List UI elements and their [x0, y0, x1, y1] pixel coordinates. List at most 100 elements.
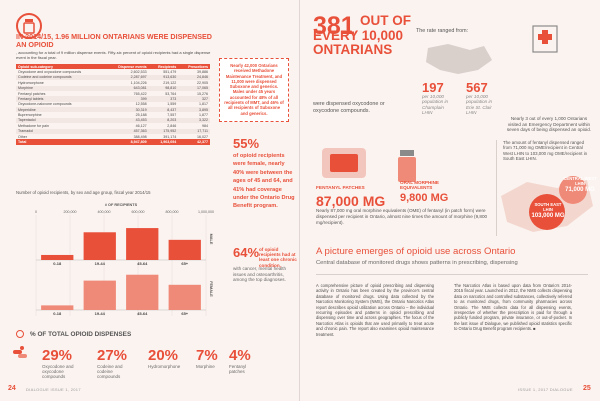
map-se-label: SOUTH EAST LHIN — [534, 202, 562, 212]
article-column-1: A comprehensive picture of opioid prescr… — [316, 283, 434, 337]
patch-icon — [318, 142, 378, 184]
table-cell: 12,558 — [135, 102, 147, 107]
folio-left: DIALOGUE ISSUE 1, 2017 — [26, 387, 81, 392]
table-cell: 2,287,697 — [130, 75, 147, 80]
bar — [126, 228, 159, 260]
category-label: 19-44 — [95, 311, 106, 316]
table-row: Buprenorphine 25,188 7,557 1,877 — [16, 112, 210, 117]
range-low-text: per 10,000 population in Champlain LHIN — [422, 94, 449, 116]
table-cell: Other — [18, 134, 27, 139]
table-cell: 16,027 — [197, 134, 208, 139]
divider — [316, 274, 588, 275]
table-cell: 327 — [202, 96, 208, 101]
stat-55-value: 55% — [233, 136, 260, 151]
table-row: Other 388,498 391,174 16,027 — [16, 134, 210, 139]
table-cell: Oxycodone-naloxone compounds — [18, 102, 72, 107]
bar — [168, 239, 201, 260]
chart-title: Number of opioid recipients, by sex and … — [16, 190, 151, 195]
table-cell: 8,437 — [167, 107, 177, 112]
fentanyl-map-panel: The amount of fentanyl dispensed ranged … — [496, 140, 597, 236]
table-row: Meperidine 30,319 8,437 3,895 — [16, 107, 210, 113]
stat-64-text: with cancer, mental health issues and os… — [233, 266, 287, 283]
range-title: The rate ranged from: — [416, 28, 469, 34]
table-row: Methadone for pain 46,127 2,846 984 — [16, 123, 210, 128]
table-cell: 457,363 — [133, 129, 147, 134]
bar — [83, 280, 116, 310]
table-row: Morphine 643,081 98,810 17,065 — [16, 85, 210, 91]
big-text: OUT OF EVERY 10,000 ONTARIANS — [313, 13, 411, 57]
table-row: Tapentadol 43,453 8,203 3,322 — [16, 117, 210, 124]
opioid-table: Opioid sub-category Dispense events Recipi… — [16, 64, 210, 145]
table-cell: 30,319 — [135, 107, 147, 112]
table-cell: 53,764 — [165, 91, 177, 96]
map-cw-label: CENTRAL WEST LHIN — [563, 176, 597, 186]
article-subhead: Central database of monitored drugs show… — [316, 260, 518, 266]
table-cell: 765,422 — [133, 91, 147, 96]
big-number: 381 — [313, 12, 355, 40]
table-cell: Fentanyl patches — [18, 91, 46, 96]
table-cell: Hydromorphone — [18, 80, 44, 85]
range-high-text: per 10,000 population in Erie St. Clair … — [466, 94, 493, 116]
table-cell: 913,630 — [163, 75, 177, 80]
table-cell: Tapentadol — [18, 118, 36, 123]
table-cell: 39,886 — [197, 70, 208, 75]
map-cw-value: 71,000 MG — [565, 187, 595, 193]
x-tick-label: 600,000 — [132, 210, 145, 214]
table-cell: Codeine and codeine compounds — [18, 75, 72, 80]
table-cell: 175,952 — [163, 129, 177, 134]
range-low-value: 197 — [422, 80, 444, 95]
pct-item: 27% Codeine and codeine compounds — [97, 347, 128, 380]
bar — [83, 232, 116, 260]
table-cell: 17,065 — [197, 86, 208, 91]
stat-55-text: of opioid recipients were female, nearly… — [233, 153, 295, 210]
recipients-bar-chart: # OF RECIPIENTS 0 200,000 400,000 600,000 800… — [35, 203, 214, 316]
table-row: Oxycodone and oxycodone compounds 2,602,5… — [16, 69, 210, 74]
table-header-cell: Opioid sub-category — [16, 64, 106, 70]
table-row: Oxycodone-naloxone compounds 12,558 1,559 1… — [16, 102, 210, 107]
fentanyl-value: 87,000 MG — [316, 193, 386, 209]
category-label: 19-44 — [95, 261, 106, 266]
x-tick-label: 200,000 — [64, 210, 77, 214]
pct-item: 4% Fentanyl patches — [229, 347, 251, 375]
pct-title: % OF TOTAL OPIOID DISPENSES — [30, 331, 132, 338]
page-number-right: 25 — [583, 385, 591, 392]
article-headline: A picture emerges of opioid use across O… — [316, 246, 516, 257]
pill-bottle-icon — [16, 13, 42, 39]
table-cell: 399 — [140, 96, 147, 101]
category-label: 45-64 — [137, 261, 148, 266]
table-header-cell: Recipients — [148, 64, 179, 70]
table-cell: 98,810 — [165, 86, 177, 91]
table-cell: 984 — [202, 123, 208, 128]
ontario-map-icon — [426, 44, 492, 74]
table-header-cell: Dispense events — [105, 64, 149, 70]
table-cell: Oxycodone and oxycodone compounds — [18, 70, 82, 75]
table-cell: 22,905 — [197, 80, 208, 85]
table-row: Codeine and codeine compounds 2,287,697 91… — [16, 74, 210, 81]
table-cell: 1,817 — [199, 102, 208, 107]
pct-item: 29% Oxycodone and oxycodone compounds — [42, 347, 74, 380]
table-cell: Morphine — [18, 86, 33, 91]
table-cell: 2,602,533 — [130, 70, 147, 75]
x-tick-label: 400,000 — [98, 210, 111, 214]
table-cell: 551,479 — [163, 70, 177, 75]
x-tick-label: 800,000 — [166, 210, 179, 214]
folio-right: ISSUE 1, 2017 DIALOGUE — [518, 387, 573, 392]
big-sub: were dispensed oxycodone or oxycodone co… — [313, 101, 385, 114]
lhin-map — [501, 176, 593, 232]
mmt-callout: Nearly 42,000 Ontarians received Methado… — [219, 58, 289, 122]
bar — [168, 284, 201, 310]
table-cell: 7,557 — [167, 113, 177, 118]
category-label: 0-18 — [53, 261, 62, 266]
fentanyl-label: FENTANYL PATCHES — [316, 186, 365, 191]
category-label: 65+ — [181, 261, 188, 266]
table-row: Fentanyl tablets 399 373 327 — [16, 96, 210, 102]
table-cell: 46,127 — [135, 123, 147, 128]
table-cell: 1,877 — [199, 113, 208, 118]
x-tick-label: 1,000,000 — [198, 210, 214, 214]
left-headline: IN 2014/15, 1.96 MILLION ONTARIANS WERE … — [16, 32, 212, 49]
stat-64-bold: of opioid recipients had at least one ch… — [259, 247, 297, 268]
category-label: 45-64 — [137, 311, 148, 316]
x-axis-label: # OF RECIPIENTS — [105, 203, 138, 207]
table-cell: 25,188 — [135, 113, 147, 118]
table-total-cell: 1,963,694 — [148, 139, 179, 145]
